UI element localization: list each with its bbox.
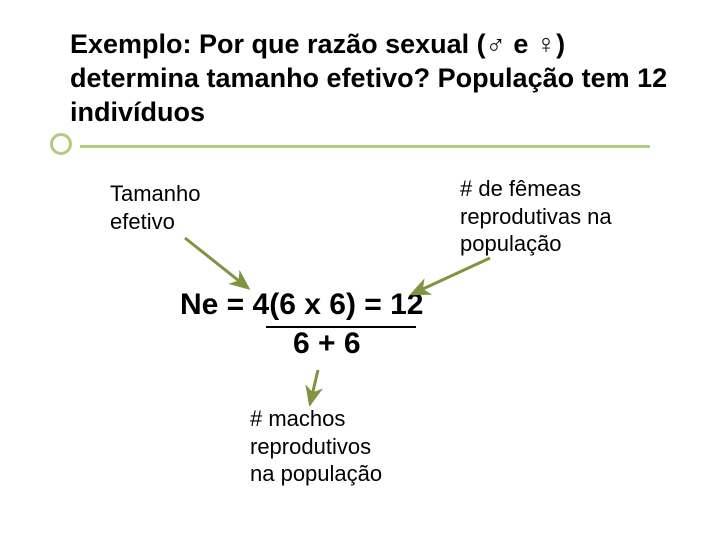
label-left-line1: Tamanho — [110, 180, 201, 208]
label-right-line1: # de fêmeas — [460, 175, 612, 203]
label-right: # de fêmeas reprodutivas na população — [460, 175, 612, 258]
fraction-bar — [266, 326, 416, 328]
bullet-circle-icon — [50, 133, 72, 155]
label-right-line2: reprodutivas na — [460, 203, 612, 231]
arrow-left-icon — [185, 238, 248, 288]
label-bottom-line1: # machos — [250, 405, 382, 433]
arrow-right-icon — [412, 258, 490, 294]
label-left-line2: efetivo — [110, 208, 201, 236]
formula-line1: Ne = 4(6 x 6) = 12 — [180, 285, 424, 324]
label-bottom-line3: na população — [250, 460, 382, 488]
label-right-line3: população — [460, 230, 612, 258]
formula: Ne = 4(6 x 6) = 12 6 + 6 — [180, 285, 424, 363]
label-bottom-line2: reprodutivos — [250, 433, 382, 461]
title-underline — [80, 145, 650, 148]
label-left: Tamanho efetivo — [110, 180, 201, 235]
formula-line2: 6 + 6 — [293, 324, 361, 363]
title-text: Exemplo: Por que razão sexual (♂ e ♀) de… — [70, 28, 680, 129]
slide-title: Exemplo: Por que razão sexual (♂ e ♀) de… — [70, 28, 680, 129]
arrow-bottom-icon — [310, 370, 318, 404]
label-bottom: # machos reprodutivos na população — [250, 405, 382, 488]
